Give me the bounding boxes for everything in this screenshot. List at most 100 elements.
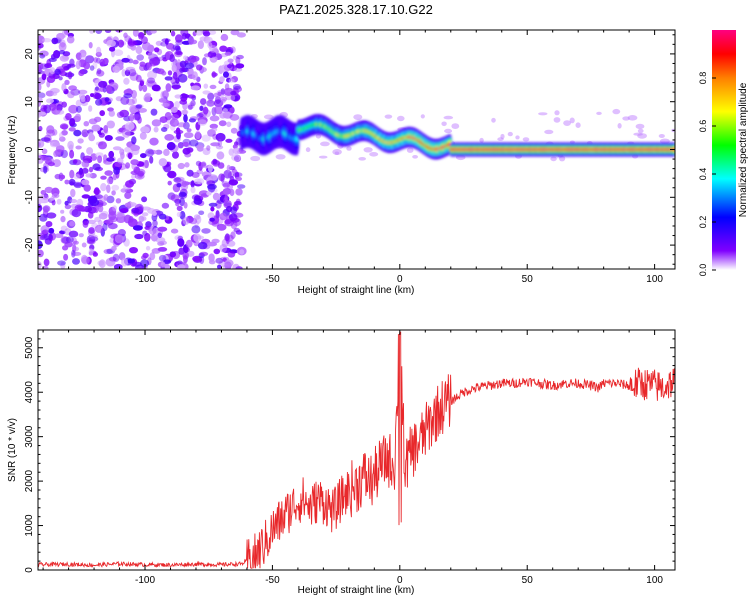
heatmap-noise-cell	[147, 52, 155, 58]
heatmap-noise-cell	[206, 145, 211, 151]
heatmap-noise-cell	[142, 84, 148, 93]
heatmap-noise-cell	[106, 120, 116, 129]
heatmap-noise-cell	[98, 212, 108, 220]
heatmap-noise-cell	[162, 90, 169, 99]
heatmap-noise-cell	[538, 112, 548, 116]
heatmap-noise-cell	[66, 35, 75, 44]
heatmap-noise-cell	[111, 245, 117, 251]
heatmap-noise-cell	[149, 137, 159, 146]
heatmap-noise-cell	[183, 202, 188, 209]
heatmap-noise-cell	[201, 171, 212, 178]
heatmap-y-tick-label: 20	[24, 48, 35, 60]
heatmap-noise-cell	[49, 103, 57, 111]
heatmap-noise-cell	[195, 130, 201, 140]
heatmap-noise-cell	[57, 260, 66, 266]
heatmap-noise-cell	[88, 236, 99, 242]
heatmap-noise-cell	[69, 220, 75, 227]
heatmap-noise-cell	[203, 106, 209, 115]
heatmap-noise-cell	[152, 219, 158, 227]
heatmap-noise-cell	[95, 30, 103, 34]
heatmap-noise-cell	[165, 52, 170, 60]
heatmap-noise-cell	[153, 126, 159, 133]
heatmap-noise-cell	[45, 221, 53, 228]
heatmap-noise-cell	[141, 196, 148, 203]
heatmap-noise-cell	[121, 69, 126, 77]
colorbar-tick-label: 0.8	[698, 72, 708, 85]
heatmap-noise-cell	[230, 217, 240, 223]
heatmap-noise-cell	[215, 132, 226, 142]
heatmap-noise-cell	[94, 216, 101, 223]
heatmap-noise-cell	[89, 30, 95, 34]
heatmap-noise-cell	[569, 117, 575, 124]
heatmap-noise-cell	[222, 111, 233, 119]
heatmap-noise-cell	[124, 191, 132, 199]
heatmap-noise-cell	[106, 184, 111, 193]
chart-title: PAZ1.2025.328.17.10.G22	[279, 2, 433, 17]
heatmap-noise-cell	[54, 173, 62, 180]
heatmap-noise-cell	[65, 236, 74, 243]
heatmap-noise-cell	[219, 243, 228, 253]
heatmap-noise-cell	[216, 151, 225, 160]
heatmap-noise-cell	[235, 188, 243, 196]
heatmap-y-tick-label: -10	[24, 190, 35, 205]
heatmap-noise-cell	[40, 194, 50, 200]
heatmap-noise-cell	[92, 163, 101, 171]
heatmap-noise-cell	[95, 152, 104, 159]
heatmap-noise-cell	[163, 148, 170, 156]
heatmap-noise-cell	[38, 35, 45, 44]
heatmap-noise-cell	[131, 174, 137, 179]
heatmap-noise-cell	[106, 85, 112, 94]
heatmap-noise-cell	[61, 101, 67, 108]
heatmap-noise-cell	[232, 172, 243, 178]
heatmap-noise-cell	[127, 41, 138, 46]
heatmap-noise-cell	[263, 114, 274, 120]
heatmap-noise-cell	[43, 258, 49, 266]
heatmap-noise-cell	[157, 226, 168, 232]
heatmap-noise-cell	[184, 62, 195, 69]
heatmap-noise-cell	[92, 61, 98, 70]
heatmap-noise-cell	[93, 187, 100, 196]
heatmap-noise-cell	[149, 156, 154, 164]
heatmap-noise-cell	[113, 263, 123, 269]
heatmap-noise-cell	[235, 176, 242, 181]
heatmap-noise-cell	[142, 230, 148, 236]
heatmap-noise-cell	[51, 193, 60, 199]
heatmap-noise-cell	[169, 54, 175, 63]
heatmap-noise-cell	[209, 123, 218, 129]
heatmap-x-ticks: -100 -50 0 50 100	[42, 30, 663, 285]
heatmap-noise-cell	[206, 191, 212, 196]
heatmap-noise-cell	[213, 248, 221, 255]
heatmap-noise-cell	[112, 205, 117, 212]
heatmap-noise-cell	[81, 179, 90, 186]
heatmap-noise-cell	[181, 180, 188, 188]
heatmap-noise-cell	[95, 98, 103, 106]
heatmap-noise-cell	[68, 118, 75, 127]
heatmap-noise-cell	[185, 239, 193, 248]
heatmap-noise-cell	[61, 236, 72, 244]
heatmap-noise-cell	[91, 124, 101, 132]
heatmap-noise-cell	[77, 138, 84, 144]
heatmap-noise-cell	[228, 78, 235, 83]
heatmap-noise-cell	[78, 233, 84, 238]
heatmap-noise-cell	[237, 184, 246, 189]
heatmap-noise-cell	[38, 92, 46, 99]
heatmap-noise-cell	[212, 158, 218, 165]
heatmap-noise-cell	[191, 225, 201, 234]
heatmap-noise-cell	[221, 98, 226, 103]
heatmap-noise-cell	[177, 238, 185, 247]
heatmap-noise-cell	[215, 257, 224, 264]
heatmap-x-tick-label: -50	[265, 274, 280, 285]
heatmap-noise-cell	[75, 60, 81, 70]
heatmap-noise-cell	[48, 227, 55, 234]
heatmap-noise-cell	[75, 105, 82, 113]
heatmap-noise-cell	[229, 114, 240, 121]
heatmap-noise-cell	[69, 169, 75, 179]
heatmap-noise-cell	[227, 251, 236, 258]
heatmap-noise-cell	[81, 242, 87, 248]
heatmap-noise-cell	[108, 110, 116, 117]
heatmap-noise-cell	[88, 166, 94, 173]
heatmap-noise-cell	[236, 54, 244, 60]
snr-y-tick-label: 3000	[24, 425, 35, 448]
heatmap-noise-cell	[125, 66, 136, 72]
heatmap-noise-cell	[38, 70, 45, 75]
